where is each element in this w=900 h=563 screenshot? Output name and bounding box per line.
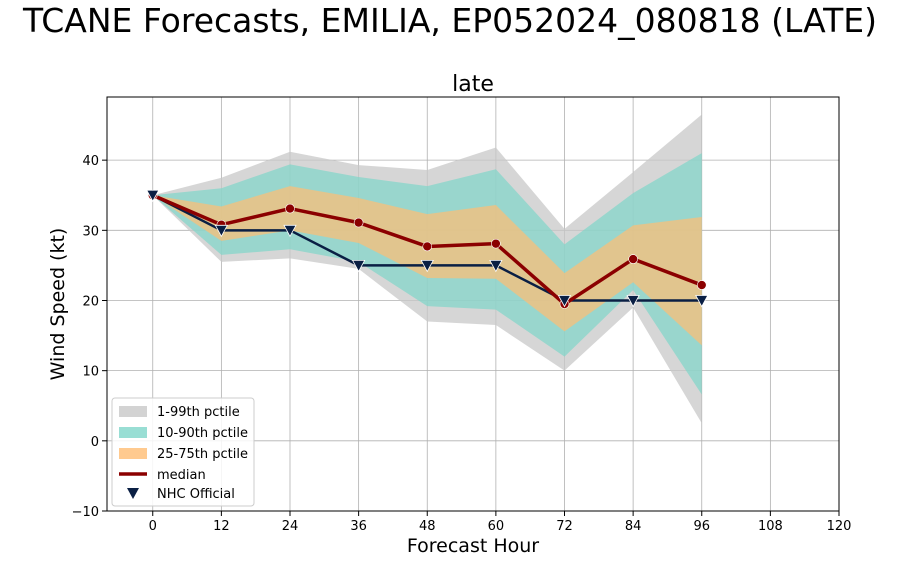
legend: 1-99th pctile 10-90th pctile 25-75th pct… [111,397,255,507]
x-tick-label: 0 [149,519,157,534]
y-tick-label: −10 [72,505,99,520]
x-ticks: 0 12 24 36 48 60 72 84 96 108 120 [149,511,852,534]
x-tick-label: 12 [213,519,230,534]
x-tick-label: 48 [419,519,436,534]
nhc-official-point [214,224,229,238]
y-tick-label: 40 [82,154,99,169]
nhc-official-point [626,295,640,308]
legend-frame [111,397,255,507]
x-tick-label: 120 [827,519,852,534]
x-tick-label: 108 [758,519,783,534]
median-point [285,203,295,214]
x-tick-label: 36 [350,519,367,534]
plot-frame [106,96,840,512]
series-markers [146,189,709,309]
median-point [353,217,364,228]
y-tick-label: 30 [82,224,99,239]
y-ticks: −10 0 10 20 30 40 [72,154,107,520]
nhc-official-point [283,224,297,238]
x-axis-label: Forecast Hour [407,535,539,557]
legend-swatch-10-90 [119,427,147,438]
x-tick-label: 84 [625,519,642,534]
x-tick-label: 96 [693,519,710,534]
legend-label-1-99: 1-99th pctile [157,405,240,420]
x-tick-label: 72 [556,519,573,534]
x-tick-label: 60 [488,519,505,534]
nhc-official-point [351,260,366,273]
median-point [628,254,638,264]
nhc-official-point [146,189,160,203]
chart-suptitle: TCANE Forecasts, EMILIA, EP052024_080818… [22,1,877,40]
y-tick-label: 20 [82,294,99,309]
nhc-official-point [557,295,572,308]
legend-swatch-25-75 [119,448,147,459]
y-tick-label: 0 [91,435,99,450]
legend-swatch-nhc-official [127,488,139,499]
legend-label-median: median [157,468,206,483]
legend-label-nhc-official: NHC Official [157,487,235,502]
nhc-official-point [695,295,709,308]
legend-label-25-75: 25-75th pctile [157,447,248,462]
legend-swatch-1-99 [119,406,147,417]
y-axis-label: Wind Speed (kt) [47,228,69,381]
legend-label-10-90: 10-90th pctile [157,426,248,441]
median-point [491,238,501,249]
nhc-official-point [489,260,503,273]
chart-title: late [452,72,494,97]
y-tick-label: 10 [82,365,99,380]
median-point [422,241,433,252]
median-point [696,280,707,290]
x-tick-label: 24 [282,519,299,534]
nhc-official-point [420,260,434,273]
